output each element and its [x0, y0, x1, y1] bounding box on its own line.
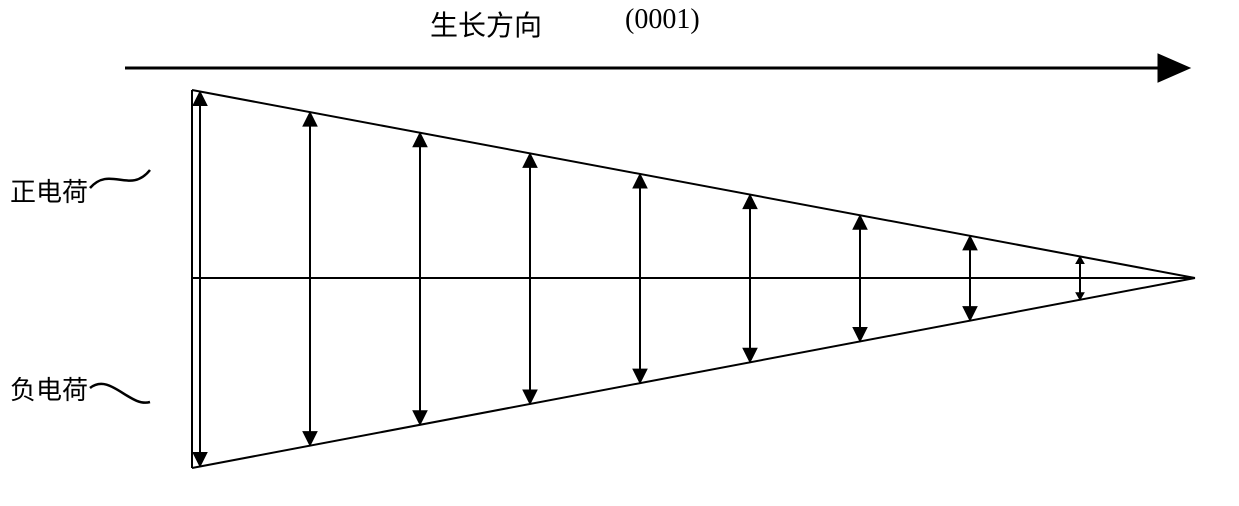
positive-charge-label: 正电荷 — [10, 172, 88, 209]
negative-charge-label: 负电荷 — [10, 370, 88, 407]
diagram-svg — [0, 0, 1239, 506]
miller-index-label: (0001) — [625, 4, 700, 36]
growth-direction-label: 生长方向 — [430, 4, 542, 44]
diagram-container: 生长方向 (0001) 正电荷 负电荷 — [0, 0, 1239, 506]
